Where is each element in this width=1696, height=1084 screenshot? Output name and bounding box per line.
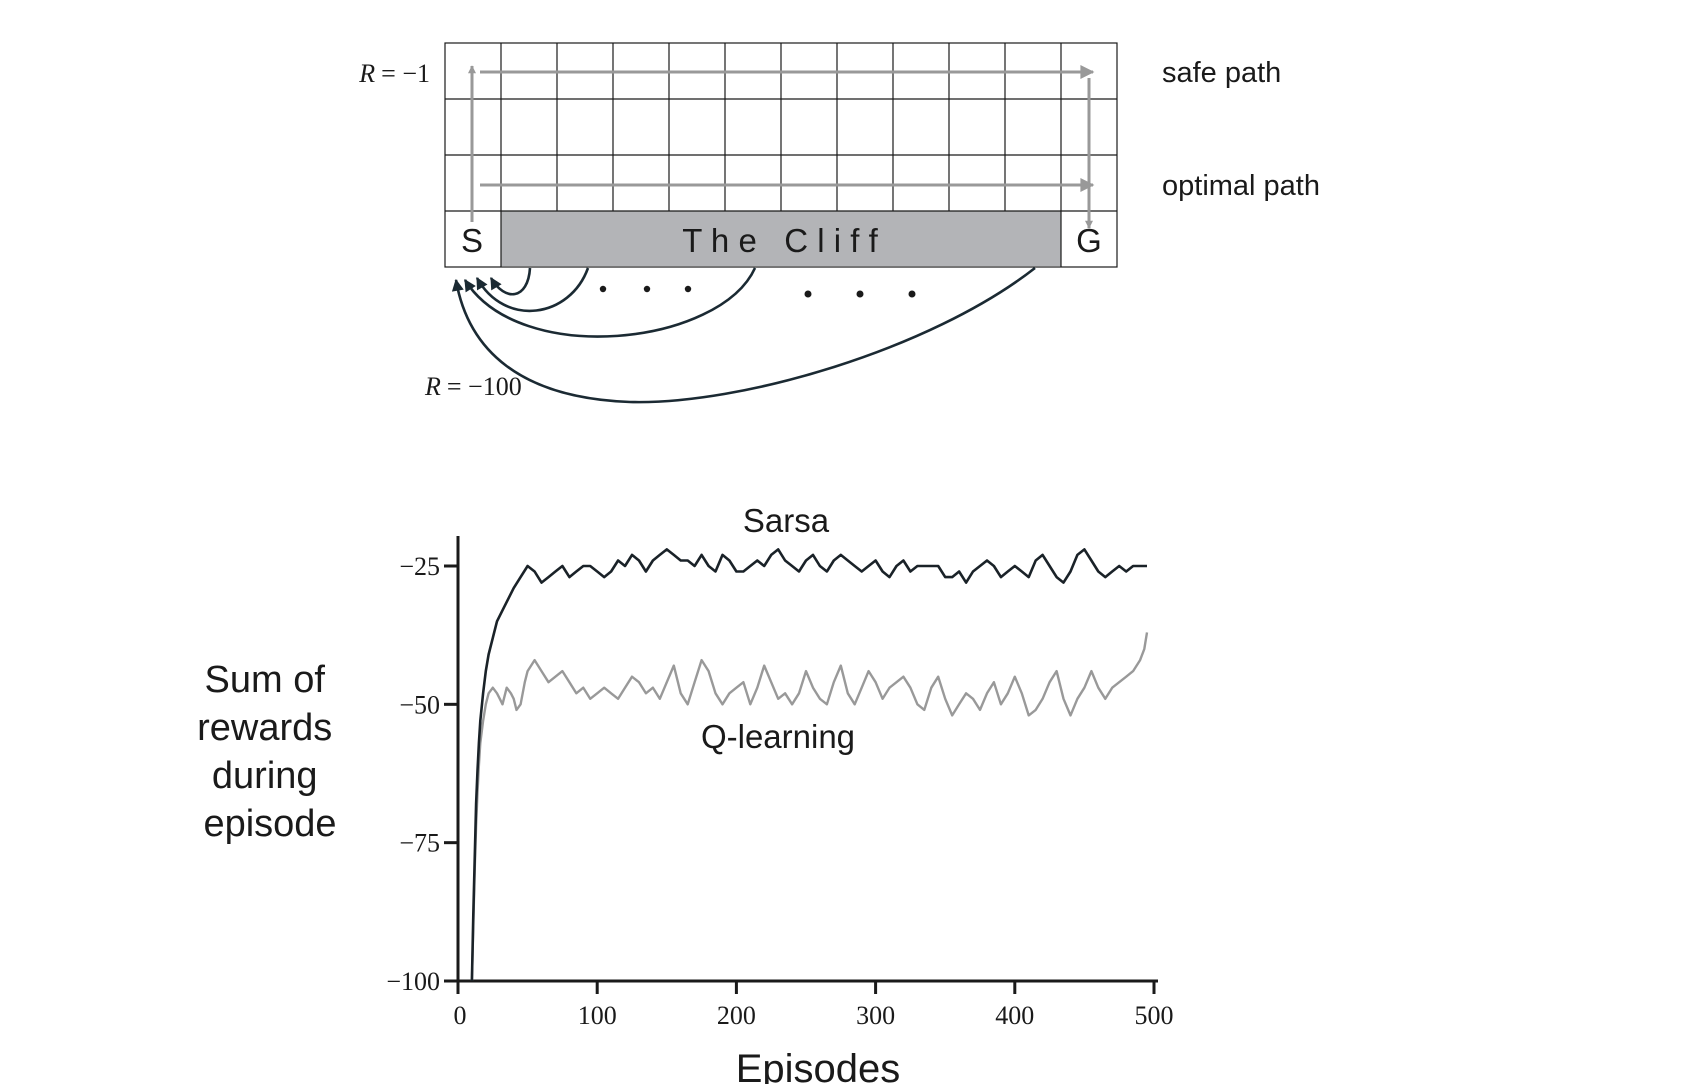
y-axis-title-line-4: episode	[203, 803, 336, 845]
x-tick-label: 300	[856, 1001, 895, 1030]
x-tick-label: 100	[578, 1001, 617, 1030]
x-tick-label: 200	[717, 1001, 756, 1030]
x-tick-label: 0	[454, 1001, 467, 1030]
safe-path-label: safe path	[1162, 57, 1281, 89]
ellipsis-dots-right	[804, 290, 916, 298]
x-tick-label: 400	[995, 1001, 1034, 1030]
cliff-region	[501, 211, 1061, 266]
series-layer	[470, 548, 1149, 982]
y-axis-title-line-2: rewards	[197, 707, 332, 749]
ellipsis-dot	[856, 290, 864, 298]
optimal-path-label: optimal path	[1162, 170, 1320, 202]
reward-step-label: R = −1	[358, 59, 430, 88]
sarsa-series-label: Sarsa	[743, 502, 830, 539]
sarsa-series-line	[470, 548, 1147, 982]
y-tick-label: −75	[399, 829, 440, 858]
cliff-label: T h e C l i f f	[682, 222, 878, 259]
y-tick-label: −50	[399, 690, 440, 719]
cliff-return-arrow-1	[489, 267, 532, 296]
reward-cliff-label: R = −100	[424, 372, 522, 401]
x-axis-title: Episodes	[736, 1047, 901, 1084]
cliff-return-arrow-3	[463, 267, 757, 338]
ellipsis-dots-left	[599, 285, 692, 293]
ellipsis-dot	[643, 285, 651, 293]
cliff-return-arrow-2	[475, 267, 590, 313]
qlearning-series-label: Q-learning	[701, 718, 855, 755]
cliff-gridworld: S G T h e C l i f f R = −1 R = −100 safe	[358, 42, 1320, 404]
cliff-return-arrows	[451, 266, 1036, 404]
cliff-return-arrow-4	[451, 266, 1036, 404]
y-axis-title: Sum of rewards during episode	[197, 659, 343, 845]
ellipsis-dot	[804, 290, 812, 298]
ellipsis-dot	[599, 285, 607, 293]
y-axis-title-line-1: Sum of	[205, 659, 326, 701]
qlearning-series-line	[470, 632, 1149, 982]
y-axis-title-line-3: during	[212, 755, 318, 797]
x-tick-label: 500	[1135, 1001, 1174, 1030]
ellipsis-dot	[684, 285, 692, 293]
reward-chart: −25 −50 −75 −100 0 100 200 300 400 500 Sarsa Q-l…	[197, 502, 1173, 1084]
ellipsis-dot	[908, 290, 916, 298]
x-ticks: 0 100 200 300 400 500	[454, 981, 1174, 1030]
y-ticks: −25 −50 −75 −100	[386, 552, 458, 996]
start-cell-label: S	[461, 222, 483, 259]
y-tick-label: −100	[386, 967, 440, 996]
y-tick-label: −25	[399, 552, 440, 581]
